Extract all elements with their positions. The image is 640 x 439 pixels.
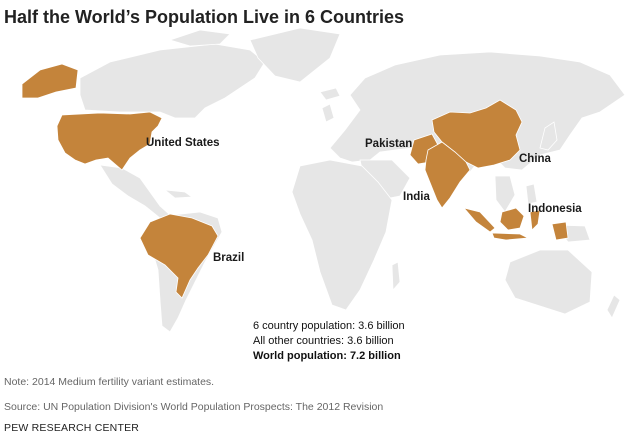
label-brazil: Brazil bbox=[213, 252, 244, 264]
philippines-land bbox=[525, 183, 538, 205]
label-china: China bbox=[519, 153, 552, 165]
country-indonesia-borneo bbox=[499, 207, 525, 231]
japan-land bbox=[539, 121, 558, 151]
australia-land bbox=[504, 249, 593, 315]
other-countries-population: All other countries: 3.6 billion bbox=[253, 335, 394, 347]
label-pakistan: Pakistan bbox=[365, 138, 412, 150]
greenland-land bbox=[249, 27, 341, 83]
iceland-land bbox=[319, 87, 341, 101]
population-stats: 6 country population: 3.6 billion All ot… bbox=[253, 319, 405, 364]
madagascar-land bbox=[391, 261, 401, 292]
label-indonesia: Indonesia bbox=[528, 203, 582, 215]
country-india bbox=[424, 141, 471, 209]
page-title: Half the World’s Population Live in 6 Co… bbox=[4, 7, 405, 27]
brand-name: PEW RESEARCH CENTER bbox=[4, 422, 140, 434]
source-text: Source: UN Population Division's World P… bbox=[4, 401, 384, 413]
southeast-asia-land bbox=[494, 175, 516, 213]
base-land bbox=[79, 27, 626, 333]
country-alaska bbox=[21, 63, 79, 99]
country-labels: United States Brazil Pakistan India Chin… bbox=[146, 137, 582, 264]
uk-land bbox=[321, 103, 335, 123]
country-brazil bbox=[139, 213, 219, 299]
label-united-states: United States bbox=[146, 137, 220, 149]
label-india: India bbox=[403, 191, 430, 203]
caribbean-land bbox=[163, 189, 194, 199]
country-indonesia-papua bbox=[551, 221, 569, 241]
arctic-islands-land bbox=[168, 29, 231, 47]
six-country-population: 6 country population: 3.6 billion bbox=[253, 320, 405, 332]
highlighted-countries bbox=[21, 63, 569, 299]
world-map: United States Brazil Pakistan India Chin… bbox=[21, 27, 626, 333]
world-population: World population: 7.2 billion bbox=[253, 350, 401, 362]
central-america-land bbox=[99, 164, 171, 219]
canada-land bbox=[79, 43, 266, 119]
country-indonesia-java bbox=[491, 232, 530, 241]
country-united-states bbox=[56, 111, 163, 171]
country-indonesia-sulawesi bbox=[529, 209, 541, 231]
africa-land bbox=[291, 159, 393, 311]
new-zealand-land bbox=[606, 294, 621, 319]
note-text: Note: 2014 Medium fertility variant esti… bbox=[4, 376, 215, 388]
country-indonesia-sumatra bbox=[462, 207, 496, 233]
